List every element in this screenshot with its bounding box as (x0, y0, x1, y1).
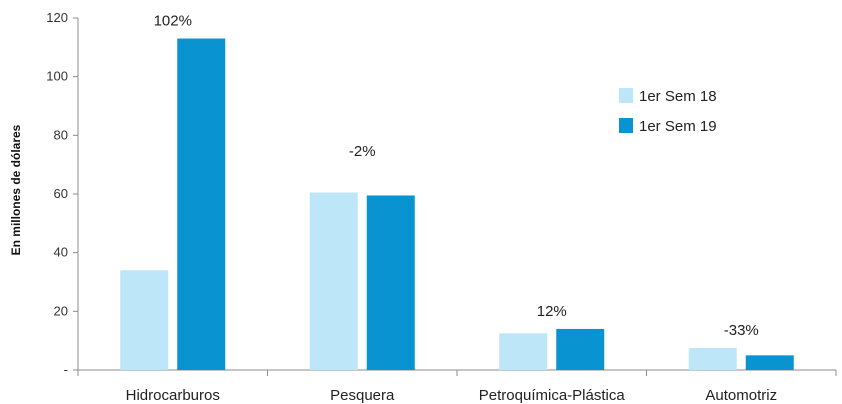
percent-annotations: 102% -2% 12% -33% (154, 13, 759, 339)
y-ticks: - 20 40 60 80 100 120 (46, 10, 78, 377)
legend-swatch (619, 88, 633, 103)
y-tick-label: - (64, 362, 68, 377)
bar-sem19 (177, 38, 226, 371)
bar-sem18 (688, 348, 737, 370)
legend-swatch (619, 118, 633, 133)
bars (120, 38, 794, 371)
legend: 1er Sem 18 1er Sem 19 (619, 88, 717, 135)
bar-sem19 (745, 355, 794, 370)
y-tick-label: 40 (54, 245, 68, 260)
category-label: Hidrocarburos (126, 387, 220, 404)
y-tick-label: 60 (54, 186, 68, 201)
bar-sem18 (120, 270, 169, 370)
plot-area: - 20 40 60 80 100 120 Hidrocarburos Pesquera Pet… (46, 10, 837, 404)
bar-sem19 (556, 328, 605, 370)
y-axis-label: En millones de dólares (9, 124, 23, 255)
bar-sem18 (499, 333, 548, 370)
category-label: Pesquera (330, 387, 395, 404)
category-label: Automotriz (705, 387, 777, 404)
percent-annotation: 12% (537, 303, 567, 320)
x-tick-marks (77, 370, 837, 376)
legend-label: 1er Sem 18 (639, 88, 717, 105)
category-labels: Hidrocarburos Pesquera Petroquímica-Plásti… (126, 387, 777, 404)
percent-annotation: 102% (154, 13, 192, 30)
percent-annotation: -33% (724, 322, 759, 339)
bar-sem18 (309, 192, 358, 370)
y-tick-label: 20 (54, 303, 68, 318)
y-tick-label: 100 (46, 69, 68, 84)
percent-annotation: -2% (349, 143, 376, 160)
legend-label: 1er Sem 19 (639, 118, 717, 135)
bar-sem19 (366, 195, 415, 370)
y-tick-label: 120 (46, 10, 68, 25)
y-tick-label: 80 (54, 127, 68, 142)
category-label: Petroquímica-Plástica (479, 387, 626, 404)
